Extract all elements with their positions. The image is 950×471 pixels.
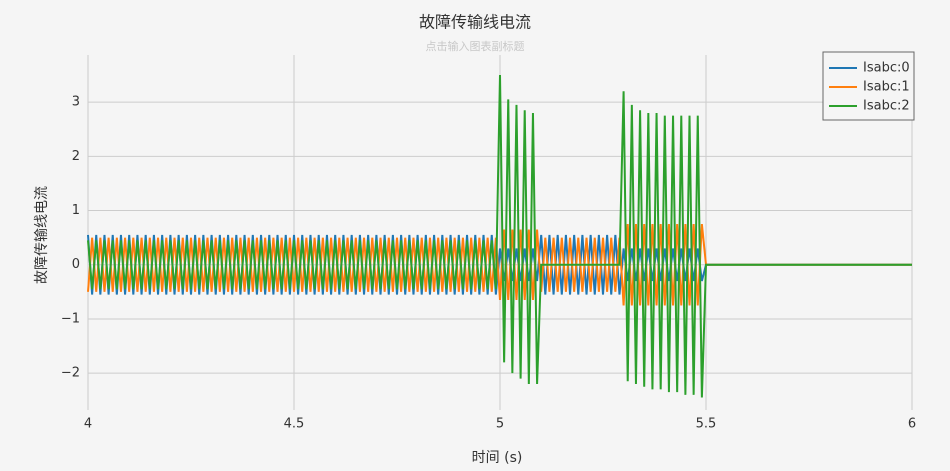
legend-label: Isabc:2	[863, 99, 910, 114]
x-tick-label: 5	[496, 417, 504, 432]
chart-title: 故障传输线电流	[419, 13, 531, 32]
line-series	[87, 75, 912, 398]
y-tick-label: −2	[61, 366, 80, 381]
y-tick-label: 1	[72, 203, 80, 218]
x-tick-label: 6	[908, 417, 916, 432]
x-tick-label: 4	[84, 417, 92, 432]
x-axis-label: 时间 (s)	[472, 450, 523, 466]
chart-subtitle[interactable]: 点击输入图表副标题	[426, 39, 525, 53]
y-axis-label: 故障传输线电流	[34, 186, 50, 284]
y-tick-label: 3	[72, 95, 80, 110]
x-tick-label: 4.5	[284, 417, 305, 432]
x-tick-label: 5.5	[696, 417, 717, 432]
y-tick-label: 0	[72, 257, 80, 272]
legend-label: Isabc:1	[863, 80, 910, 95]
legend-label: Isabc:0	[863, 61, 910, 76]
y-tick-label: 2	[72, 149, 80, 164]
y-tick-label: −1	[61, 311, 80, 326]
